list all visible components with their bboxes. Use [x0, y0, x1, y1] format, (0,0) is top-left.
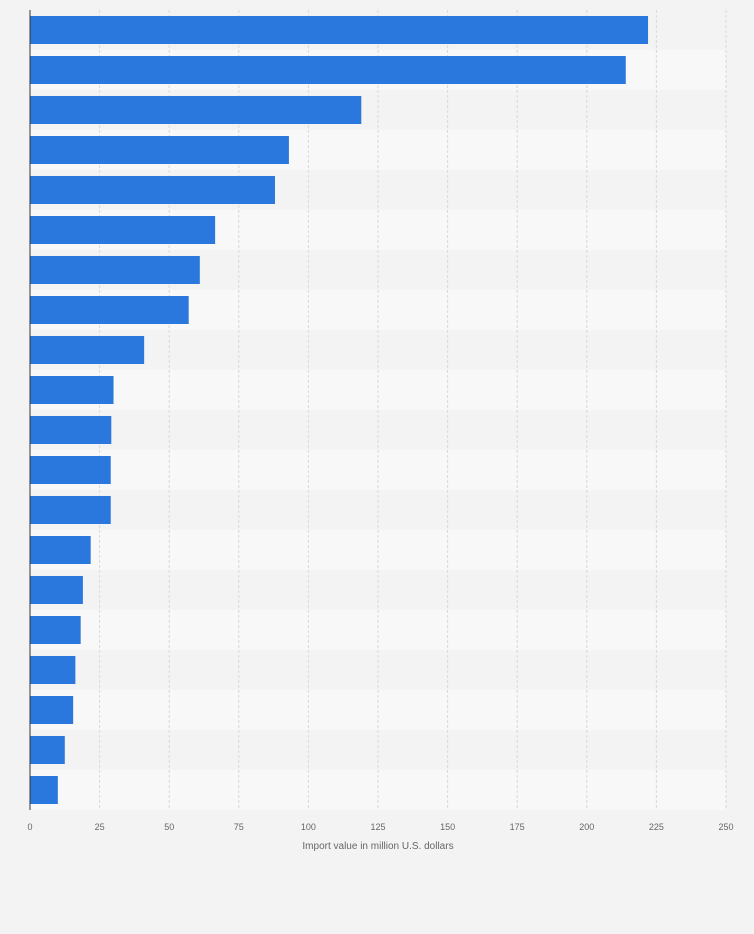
x-tick-label: 150 [440, 822, 455, 832]
bar [30, 96, 362, 124]
gridlines [99, 10, 727, 810]
bar [30, 696, 74, 724]
x-tick-label: 175 [510, 822, 525, 832]
bar [30, 176, 275, 204]
bar [30, 296, 189, 324]
x-tick-label: 225 [649, 822, 664, 832]
bar [30, 16, 649, 44]
x-tick-label: 75 [234, 822, 244, 832]
bar [30, 376, 114, 404]
bar [30, 216, 216, 244]
bar [30, 56, 626, 84]
bars [30, 16, 649, 804]
bar [30, 456, 111, 484]
x-tick-label: 50 [164, 822, 174, 832]
bar [30, 616, 81, 644]
x-axis-title: Import value in million U.S. dollars [302, 841, 453, 852]
x-tick-labels: 0 25 50 75 100 125 150 175 200 225 250 [27, 822, 733, 832]
bar [30, 776, 58, 804]
bar [30, 736, 65, 764]
x-tick-label: 250 [718, 822, 733, 832]
x-tick-label: 0 [27, 822, 32, 832]
x-tick-label: 100 [301, 822, 316, 832]
x-tick-label: 200 [579, 822, 594, 832]
bar [30, 536, 91, 564]
x-tick-label: 25 [95, 822, 105, 832]
bar [30, 656, 76, 684]
bar [30, 576, 83, 604]
bar [30, 416, 112, 444]
bar [30, 136, 289, 164]
bar [30, 256, 200, 284]
x-tick-label: 125 [370, 822, 385, 832]
bar [30, 336, 145, 364]
bar [30, 496, 111, 524]
